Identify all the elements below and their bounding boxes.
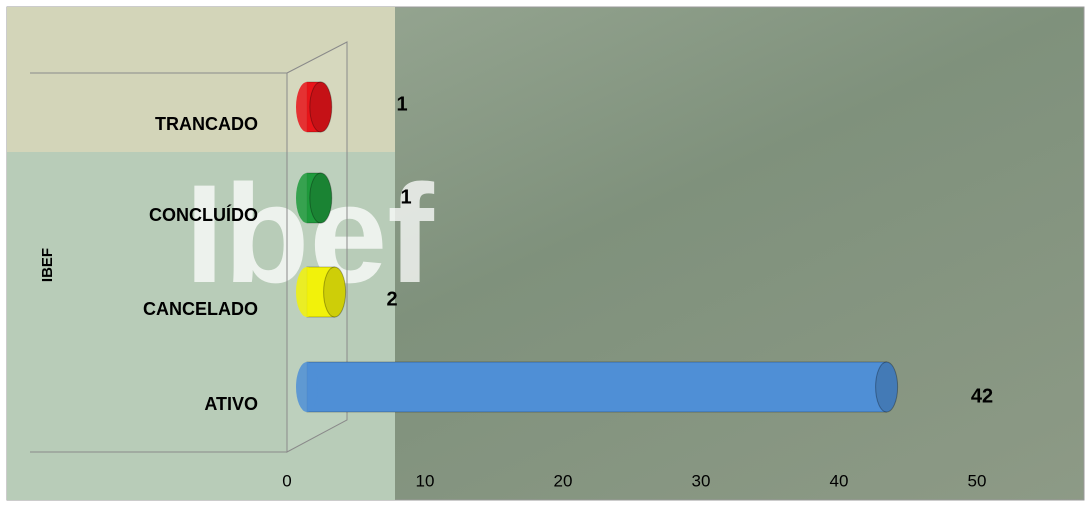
value-label: 2	[386, 288, 397, 310]
background-panel	[7, 7, 395, 152]
x-tick-label: 10	[416, 471, 435, 490]
y-tick-label: ATIVO	[204, 394, 258, 414]
y-axis-label: IBEF	[39, 248, 56, 282]
x-tick-label: 40	[830, 471, 849, 490]
y-tick-label: CANCELADO	[143, 299, 258, 319]
x-tick-label: 50	[968, 471, 987, 490]
bar-cap	[296, 267, 318, 317]
bar-cap	[296, 362, 318, 412]
x-tick-label: 0	[282, 471, 291, 490]
back-wall	[286, 41, 348, 453]
bar-cap	[309, 81, 333, 133]
bar-cap	[323, 266, 347, 318]
y-tick-label: CONCLUÍDO	[149, 204, 258, 225]
y-tick-label: TRANCADO	[155, 114, 258, 134]
bar	[306, 361, 888, 413]
bar-cap	[309, 172, 333, 224]
x-tick-label: 30	[692, 471, 711, 490]
x-tick-label: 20	[554, 471, 573, 490]
value-label: 1	[396, 93, 407, 115]
bar-cap	[875, 361, 899, 413]
value-label: 42	[971, 385, 993, 407]
value-label: 1	[400, 186, 411, 208]
